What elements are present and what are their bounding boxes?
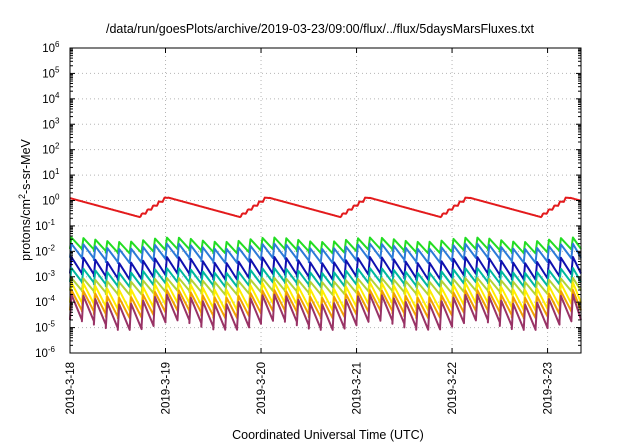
y-tick-label: 10-6 [35, 345, 55, 360]
x-axis-label: Coordinated Universal Time (UTC) [232, 428, 424, 442]
y-tick-label: 101 [42, 167, 60, 182]
y-axis-label: protons/cm2-s-sr-MeV [17, 125, 37, 275]
y-axis-label-part: -s-sr-MeV [19, 139, 34, 194]
y-axis-label-part: protons/cm [19, 199, 34, 261]
axis-ticks: 2019-3-18 2019-3-19 2019-3-20 2019-3-21 2019… [35, 40, 581, 414]
y-tick-label: 100 [42, 193, 60, 208]
y-tick-label: 10-5 [35, 320, 55, 335]
series-line-9 [69, 293, 582, 331]
x-tick-label: 2019-3-23 [543, 362, 555, 414]
x-tick-label: 2019-3-18 [65, 362, 77, 414]
y-tick-label: 104 [42, 91, 60, 106]
y-axis-label-exponent: 2 [17, 194, 27, 200]
series-line-5 [69, 267, 582, 288]
series-line-3 [69, 242, 582, 264]
x-tick-label: 2019-3-21 [352, 362, 364, 414]
y-tick-label: 105 [42, 65, 60, 80]
series-group [69, 196, 582, 331]
y-tick-label: 103 [42, 116, 60, 131]
y-tick-label: 102 [42, 142, 60, 157]
series-line-1 [69, 196, 582, 219]
chart-title: /data/run/goesPlots/archive/2019-03-23/0… [105, 22, 534, 36]
x-tick-label: 2019-3-19 [161, 362, 173, 414]
y-tick-label: 106 [42, 40, 60, 55]
y-tick-label: 10-3 [35, 269, 55, 284]
x-tick-label: 2019-3-20 [256, 362, 268, 414]
y-tick-label: 10-2 [35, 243, 55, 258]
y-tick-label: 10-1 [35, 218, 55, 233]
x-tick-label: 2019-3-22 [447, 362, 459, 414]
y-tick-label: 10-4 [35, 294, 55, 309]
